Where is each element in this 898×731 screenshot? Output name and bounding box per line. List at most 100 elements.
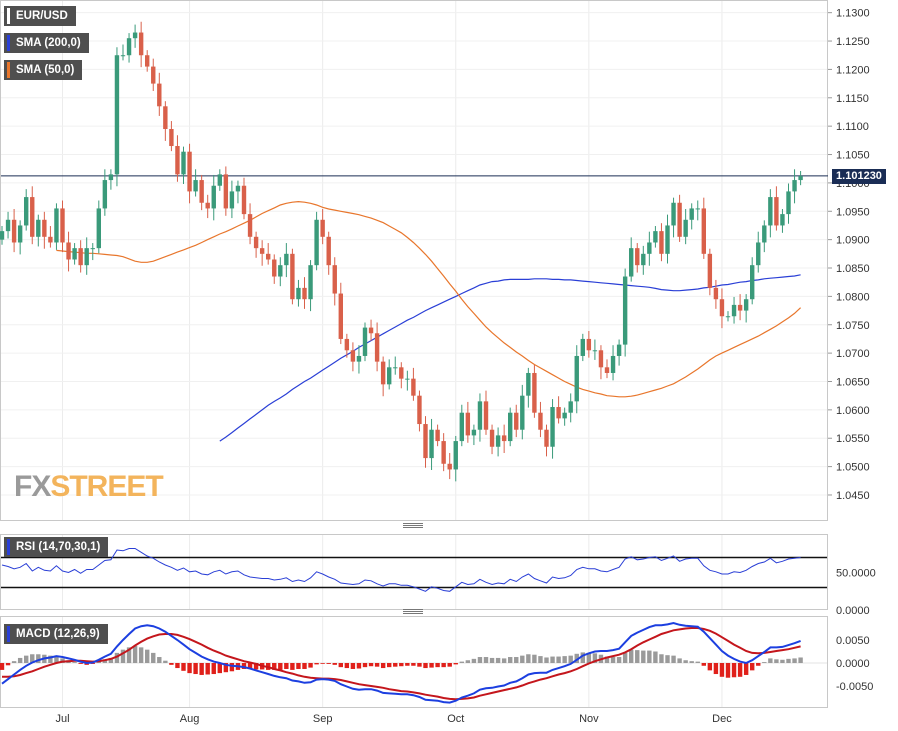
legend-rsi[interactable]: RSI (14,70,30,1) <box>4 537 109 557</box>
macd-histogram-bar <box>677 658 682 663</box>
candle-body <box>235 185 241 192</box>
rsi-tick-label: 0.0000 <box>836 605 870 617</box>
candle-body <box>326 236 331 266</box>
macd-histogram-bar <box>538 656 543 663</box>
candle-body <box>151 66 156 84</box>
legend-macd[interactable]: MACD (12,26,9) <box>4 624 108 644</box>
candle-body <box>175 146 180 175</box>
macd-histogram-bar <box>114 652 120 663</box>
candle-body <box>707 253 713 288</box>
macd-histogram-bar <box>54 656 59 663</box>
macd-histogram-bar <box>5 663 11 666</box>
main-plot-area <box>0 0 828 521</box>
candle-body <box>48 236 53 243</box>
candle-body <box>36 219 41 237</box>
panel-resize-handle-rsi[interactable] <box>403 523 423 529</box>
candle-body <box>653 231 658 243</box>
legend-sma200[interactable]: SMA (200,0) <box>4 33 89 53</box>
macd-histogram-bar <box>290 663 295 670</box>
macd-histogram-bar <box>36 654 41 663</box>
price-tick-label: 1.1300 <box>836 8 870 20</box>
legend-macd-label: MACD (12,26,9) <box>16 628 100 640</box>
macd-histogram-bar <box>0 663 5 670</box>
macd-histogram-bar <box>181 663 186 671</box>
macd-histogram-bar <box>695 661 700 663</box>
candle-body <box>380 361 386 385</box>
candle-body <box>229 191 235 209</box>
x-tick-label: Aug <box>180 713 200 725</box>
price-tick-label: 1.1100 <box>836 121 869 133</box>
candle-body <box>368 327 374 334</box>
candle-body <box>338 293 343 339</box>
candle-body <box>108 174 114 181</box>
candle-body <box>278 265 283 277</box>
candle-body <box>120 55 126 57</box>
candle-body <box>622 276 628 345</box>
candle-body <box>701 208 706 254</box>
macd-histogram-bar <box>495 657 501 663</box>
macd-histogram-bar <box>247 663 253 669</box>
panel-resize-handle-macd[interactable] <box>403 609 423 615</box>
macd-histogram-bar <box>556 656 561 663</box>
candle-body <box>780 214 785 226</box>
last-price-badge: 1.101230 <box>832 169 886 184</box>
candle-body <box>332 265 337 294</box>
candle-body <box>157 83 162 107</box>
macd-histogram-bar <box>653 651 658 663</box>
candle-body <box>272 259 277 277</box>
candle-body <box>193 180 198 192</box>
candle-body <box>399 367 404 379</box>
x-tick-label: Nov <box>579 713 599 725</box>
candle-body <box>284 253 289 266</box>
macd-tick-label: 0.0000 <box>836 658 870 670</box>
candle-body <box>114 55 120 175</box>
legend-instrument[interactable]: EUR/USD <box>4 6 76 26</box>
macd-histogram-bar <box>296 663 301 669</box>
macd-histogram-bar <box>72 662 77 663</box>
candle-body <box>387 367 392 385</box>
candle-body <box>695 208 700 210</box>
x-tick-label: Sep <box>313 713 333 725</box>
macd-histogram-bar <box>562 656 567 663</box>
macd-histogram-bar <box>483 657 489 663</box>
macd-histogram-bar <box>501 658 507 663</box>
candle-body <box>169 128 174 147</box>
macd-histogram-bar <box>737 663 743 677</box>
macd-histogram-bar <box>477 657 483 663</box>
macd-histogram-bar <box>471 658 477 663</box>
macd-color-swatch <box>7 626 10 642</box>
macd-histogram-bar <box>48 655 53 663</box>
macd-signal-line <box>2 627 801 701</box>
candle-body <box>302 287 307 300</box>
macd-histogram-bar <box>550 656 555 663</box>
candle-body <box>483 401 489 430</box>
candle-body <box>508 412 513 442</box>
candle-body <box>5 219 11 232</box>
price-tick-label: 1.0850 <box>836 263 870 275</box>
macd-histogram-bar <box>253 663 259 670</box>
candle-body <box>756 242 761 266</box>
candle-body <box>266 253 271 260</box>
candle-body <box>447 463 452 470</box>
macd-histogram-bar <box>229 663 235 672</box>
candle-body <box>453 441 458 470</box>
macd-histogram-bar <box>96 661 101 663</box>
legend-sma50[interactable]: SMA (50,0) <box>4 60 83 80</box>
candle-body <box>320 219 325 237</box>
candle-body <box>731 304 737 317</box>
price-tick-label: 1.0800 <box>836 291 870 303</box>
candle-body <box>54 208 59 243</box>
macd-histogram-bar <box>132 645 138 663</box>
macd-histogram-bar <box>635 650 640 663</box>
macd-histogram-bar <box>508 657 513 663</box>
macd-histogram-bar <box>731 663 737 678</box>
candle-body <box>356 355 362 362</box>
macd-histogram-bar <box>393 663 398 667</box>
macd-histogram-bar <box>362 663 368 668</box>
candle-body <box>138 32 144 56</box>
macd-histogram-bar <box>616 657 622 663</box>
macd-histogram-bar <box>725 663 731 678</box>
candle-body <box>199 180 204 203</box>
macd-tick-label: -0.0050 <box>836 681 873 693</box>
